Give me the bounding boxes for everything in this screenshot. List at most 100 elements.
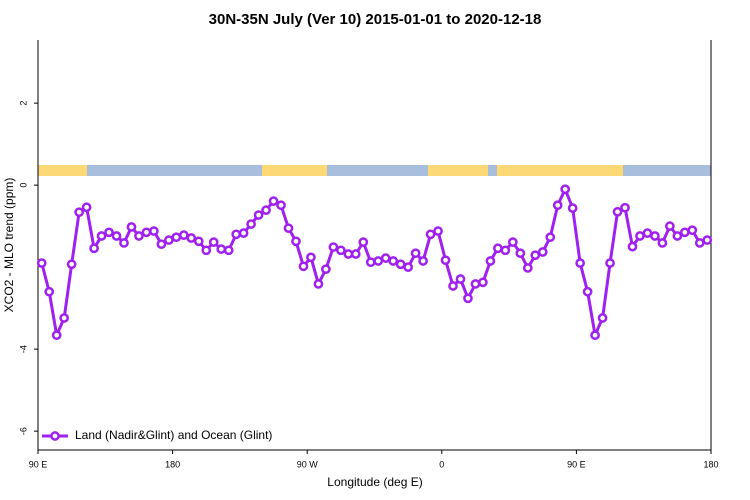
point (104, 227, 114, 238)
point (672, 231, 683, 241)
point (208, 237, 219, 247)
point (470, 279, 481, 289)
point (620, 202, 630, 213)
point (590, 330, 600, 341)
point (612, 206, 623, 217)
point (373, 256, 384, 266)
point (687, 225, 698, 236)
point (410, 248, 421, 259)
point (702, 235, 713, 245)
point (493, 243, 503, 254)
point (313, 279, 324, 289)
y-axis-label: XCO2 - MLO trend (ppm) (2, 178, 16, 313)
point (380, 253, 391, 263)
point (530, 250, 541, 261)
x-tick-label: 180 (165, 459, 180, 469)
point (193, 236, 204, 247)
point (679, 227, 690, 238)
point (403, 262, 413, 272)
point (418, 256, 428, 266)
point (178, 230, 189, 241)
point (388, 256, 399, 266)
point (642, 228, 653, 238)
x-tick-label: 0 (439, 459, 444, 469)
point (575, 258, 585, 268)
point (328, 242, 339, 252)
point (665, 221, 675, 231)
point (582, 286, 593, 297)
point (283, 223, 294, 234)
point (44, 286, 55, 297)
point (134, 231, 144, 241)
point (223, 245, 234, 256)
point (261, 205, 271, 215)
legend-marker (50, 431, 60, 441)
point (298, 261, 309, 272)
point (66, 259, 77, 270)
point (657, 238, 668, 248)
point (597, 313, 608, 323)
point (306, 252, 316, 263)
point (149, 226, 159, 236)
point (343, 249, 354, 259)
point (560, 184, 571, 195)
point (156, 239, 167, 250)
point (89, 243, 99, 254)
point (485, 256, 496, 266)
x-tick-label: 90 W (297, 459, 319, 469)
y-tick-label: -6 (18, 427, 28, 435)
point (545, 232, 556, 243)
point (246, 219, 256, 229)
x-axis-label: Longitude (deg E) (327, 475, 422, 489)
point (268, 196, 279, 206)
point (395, 259, 406, 270)
chart-title: 30N-35N July (Ver 10) 2015-01-01 to 2020… (209, 11, 542, 28)
point (463, 293, 473, 304)
point (694, 238, 705, 248)
point (350, 249, 361, 259)
point (440, 255, 451, 266)
point (96, 231, 107, 241)
point (216, 244, 227, 254)
point (650, 231, 660, 241)
point (552, 200, 563, 211)
point (164, 235, 174, 245)
point (291, 236, 301, 247)
point (321, 264, 331, 275)
x-tick-label: 180 (703, 459, 718, 469)
point (126, 222, 137, 232)
point (36, 258, 47, 268)
point (500, 245, 511, 256)
point (81, 202, 92, 213)
x-tick-label: 90 E (567, 459, 586, 469)
point (276, 200, 286, 211)
point (635, 231, 645, 241)
point (605, 258, 615, 268)
point (522, 263, 533, 273)
point (186, 233, 197, 243)
point (51, 330, 62, 341)
point (365, 257, 376, 268)
point (425, 229, 436, 240)
y-tick-label: -4 (18, 345, 28, 353)
point (141, 227, 152, 238)
y-tick-label: 0 (18, 183, 28, 188)
point (74, 207, 84, 218)
point (537, 247, 548, 257)
legend-label: Land (Nadir&Glint) and Ocean (Glint) (75, 428, 272, 442)
point (433, 226, 443, 236)
point (59, 313, 70, 323)
point (238, 228, 249, 238)
point (111, 231, 122, 241)
point (119, 238, 129, 248)
land-ocean-strip (38, 165, 711, 176)
point (358, 237, 369, 247)
y-tick-label: 2 (18, 101, 28, 106)
x-tick-label: 90 E (29, 459, 48, 469)
point (507, 237, 518, 247)
point (627, 241, 638, 252)
point (171, 232, 182, 243)
point (336, 245, 346, 256)
point (478, 277, 488, 288)
